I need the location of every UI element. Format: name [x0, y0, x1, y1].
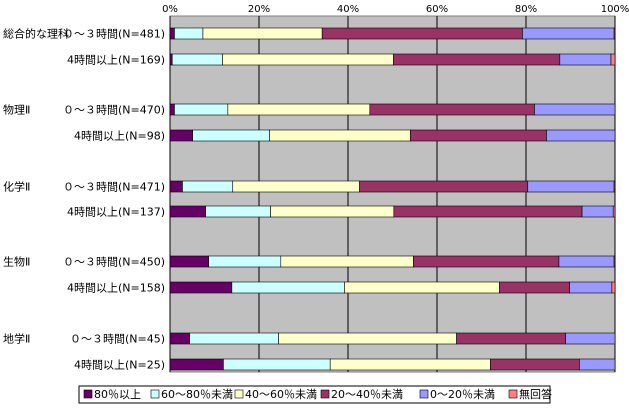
bar-segment [182, 180, 234, 193]
bar-segment [613, 255, 616, 268]
legend-entry: 40～60％未満 [245, 388, 317, 401]
bars [169, 27, 616, 371]
bar-segment [413, 255, 560, 268]
bar-segment [269, 129, 411, 142]
bar-segment [169, 129, 193, 142]
bar-segment [192, 129, 270, 142]
x-tick-label: 20% [248, 4, 270, 15]
bar-segment [169, 255, 210, 268]
bar-segment [174, 103, 229, 116]
bar-segment [393, 53, 561, 66]
bar-segment [498, 281, 570, 294]
legend-swatch [320, 389, 330, 399]
bar-segment [169, 281, 233, 294]
legend-swatch [150, 389, 160, 399]
bar-segment [613, 180, 616, 193]
bar-segment [169, 53, 173, 66]
x-tick-label: 0% [162, 4, 178, 15]
bar-segment [369, 103, 535, 116]
bar-segment [171, 53, 223, 66]
bar-segment [344, 281, 500, 294]
bar-segment [321, 27, 523, 40]
legend-swatch [508, 389, 518, 399]
x-tick-label: 80% [515, 4, 537, 15]
bar-segment [612, 205, 616, 218]
legend-entry: 80％以上 [94, 388, 141, 401]
bar-segment [169, 358, 224, 371]
bar-segment [174, 27, 204, 40]
bar-segment [169, 205, 206, 218]
row-label: ０～３時間(N=471) [63, 181, 165, 194]
subject-label: 総合的な理科 [3, 27, 69, 41]
row-label: ０～３時間(N=450) [63, 256, 165, 269]
bar-segment [534, 103, 616, 116]
bar-segment [409, 129, 547, 142]
legend-swatch [419, 389, 429, 399]
bar-segment [522, 27, 615, 40]
bar-segment [169, 103, 175, 116]
legend-entry: 20～40％未満 [331, 388, 403, 401]
row-label: 4時間以上(N=137) [67, 206, 165, 219]
x-tick-label: 60% [426, 4, 448, 15]
legend-box [78, 385, 551, 404]
row-label: 4時間以上(N=169) [67, 54, 165, 67]
bar-segment [227, 103, 371, 116]
row-label: ０～３時間(N=470) [63, 104, 165, 117]
plot-background [169, 15, 616, 373]
subject-label: 化学Ⅱ [3, 180, 30, 194]
plot-area [169, 15, 616, 373]
bar-segment [558, 255, 615, 268]
legend-swatch [83, 389, 93, 399]
bar-segment [202, 27, 323, 40]
bar-segment [231, 281, 345, 294]
legend-entry: 60～80％未満 [161, 388, 233, 401]
bar-segment [581, 205, 614, 218]
legend-swatch [234, 389, 244, 399]
bar-segment [169, 180, 183, 193]
bar-segment [610, 53, 616, 66]
bar-segment [189, 332, 279, 345]
legend-entry: 無回答 [519, 387, 552, 401]
bar-segment [208, 255, 282, 268]
bar-segment [232, 180, 360, 193]
legend: 80％以上 60～80％未満 40～60％未満 20～40％未満 0～20％未満 無回答 [78, 385, 552, 404]
x-tick-labels: 0% 20% 40% 60% 80% 100% [162, 4, 629, 15]
bar-segment [359, 180, 529, 193]
gridlines [169, 16, 616, 372]
row-label: 4時間以上(N=158) [67, 282, 165, 295]
subject-label: 地学Ⅱ [3, 332, 30, 346]
bar-segment [205, 205, 271, 218]
bar-segment [169, 27, 175, 40]
row-label: 4時間以上(N=25) [74, 359, 165, 372]
bar-segment [565, 332, 616, 345]
bar-segment [456, 332, 566, 345]
bar-segment [559, 53, 612, 66]
subject-label: 生物Ⅱ [3, 255, 30, 269]
subject-label: 物理Ⅱ [3, 103, 30, 117]
bar-segment [278, 332, 457, 345]
legend-entry: 0～20％未満 [430, 388, 495, 401]
row-label: ０～３時間(N=481) [63, 28, 165, 41]
bar-segment [579, 358, 616, 371]
row-label: 4時間以上(N=98) [74, 130, 165, 143]
bar-segment [546, 129, 616, 142]
bar-segment [527, 180, 615, 193]
bar-segment [280, 255, 414, 268]
bar-segment [611, 281, 616, 294]
x-tick-label: 40% [337, 4, 359, 15]
bar-segment [223, 358, 331, 371]
bar-segment [270, 205, 395, 218]
row-label: ０～３時間(N=45) [70, 333, 165, 346]
bar-segment [613, 27, 616, 40]
bar-segment [393, 205, 583, 218]
bar-segment [329, 358, 491, 371]
bar-segment [222, 53, 394, 66]
bar-segment [490, 358, 580, 371]
bar-segment [169, 332, 190, 345]
x-tick-label: 100% [601, 4, 629, 15]
bar-segment [569, 281, 613, 294]
